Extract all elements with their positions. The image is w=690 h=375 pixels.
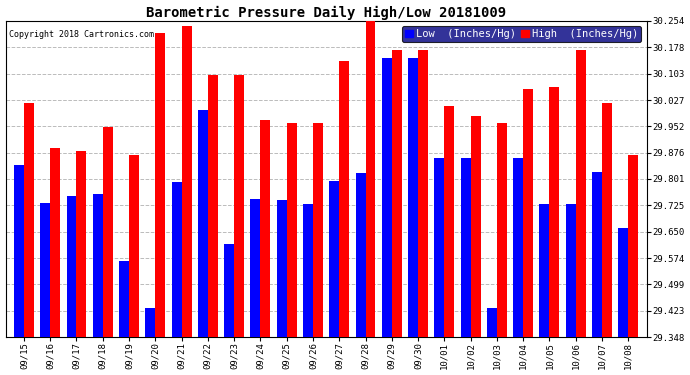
Bar: [408, 58, 418, 337]
Bar: [523, 88, 533, 337]
Bar: [629, 155, 638, 337]
Bar: [103, 127, 112, 337]
Bar: [40, 203, 50, 337]
Bar: [181, 26, 192, 337]
Bar: [286, 123, 297, 337]
Bar: [461, 158, 471, 337]
Bar: [339, 61, 349, 337]
Bar: [618, 228, 629, 337]
Bar: [382, 58, 392, 337]
Bar: [444, 106, 454, 337]
Bar: [549, 87, 560, 337]
Bar: [50, 148, 60, 337]
Bar: [497, 123, 507, 337]
Bar: [592, 172, 602, 337]
Bar: [77, 152, 86, 337]
Bar: [540, 204, 549, 337]
Legend: Low  (Inches/Hg), High  (Inches/Hg): Low (Inches/Hg), High (Inches/Hg): [402, 26, 642, 42]
Title: Barometric Pressure Daily High/Low 20181009: Barometric Pressure Daily High/Low 20181…: [146, 6, 506, 20]
Bar: [92, 194, 103, 337]
Bar: [66, 196, 77, 337]
Bar: [14, 165, 24, 337]
Bar: [234, 75, 244, 337]
Bar: [198, 110, 208, 337]
Bar: [313, 123, 323, 337]
Bar: [355, 173, 366, 337]
Bar: [434, 158, 444, 337]
Bar: [260, 120, 270, 337]
Bar: [129, 155, 139, 337]
Bar: [277, 200, 286, 337]
Bar: [513, 158, 523, 337]
Bar: [418, 50, 428, 337]
Bar: [566, 204, 575, 337]
Bar: [487, 308, 497, 337]
Bar: [471, 117, 481, 337]
Bar: [366, 21, 375, 337]
Bar: [392, 50, 402, 337]
Bar: [602, 102, 612, 337]
Bar: [208, 75, 218, 337]
Bar: [155, 33, 166, 337]
Bar: [224, 244, 234, 337]
Text: Copyright 2018 Cartronics.com: Copyright 2018 Cartronics.com: [9, 30, 154, 39]
Bar: [575, 50, 586, 337]
Bar: [119, 261, 129, 337]
Bar: [24, 102, 34, 337]
Bar: [329, 181, 339, 337]
Bar: [172, 182, 181, 337]
Bar: [250, 199, 260, 337]
Bar: [146, 308, 155, 337]
Bar: [303, 204, 313, 337]
